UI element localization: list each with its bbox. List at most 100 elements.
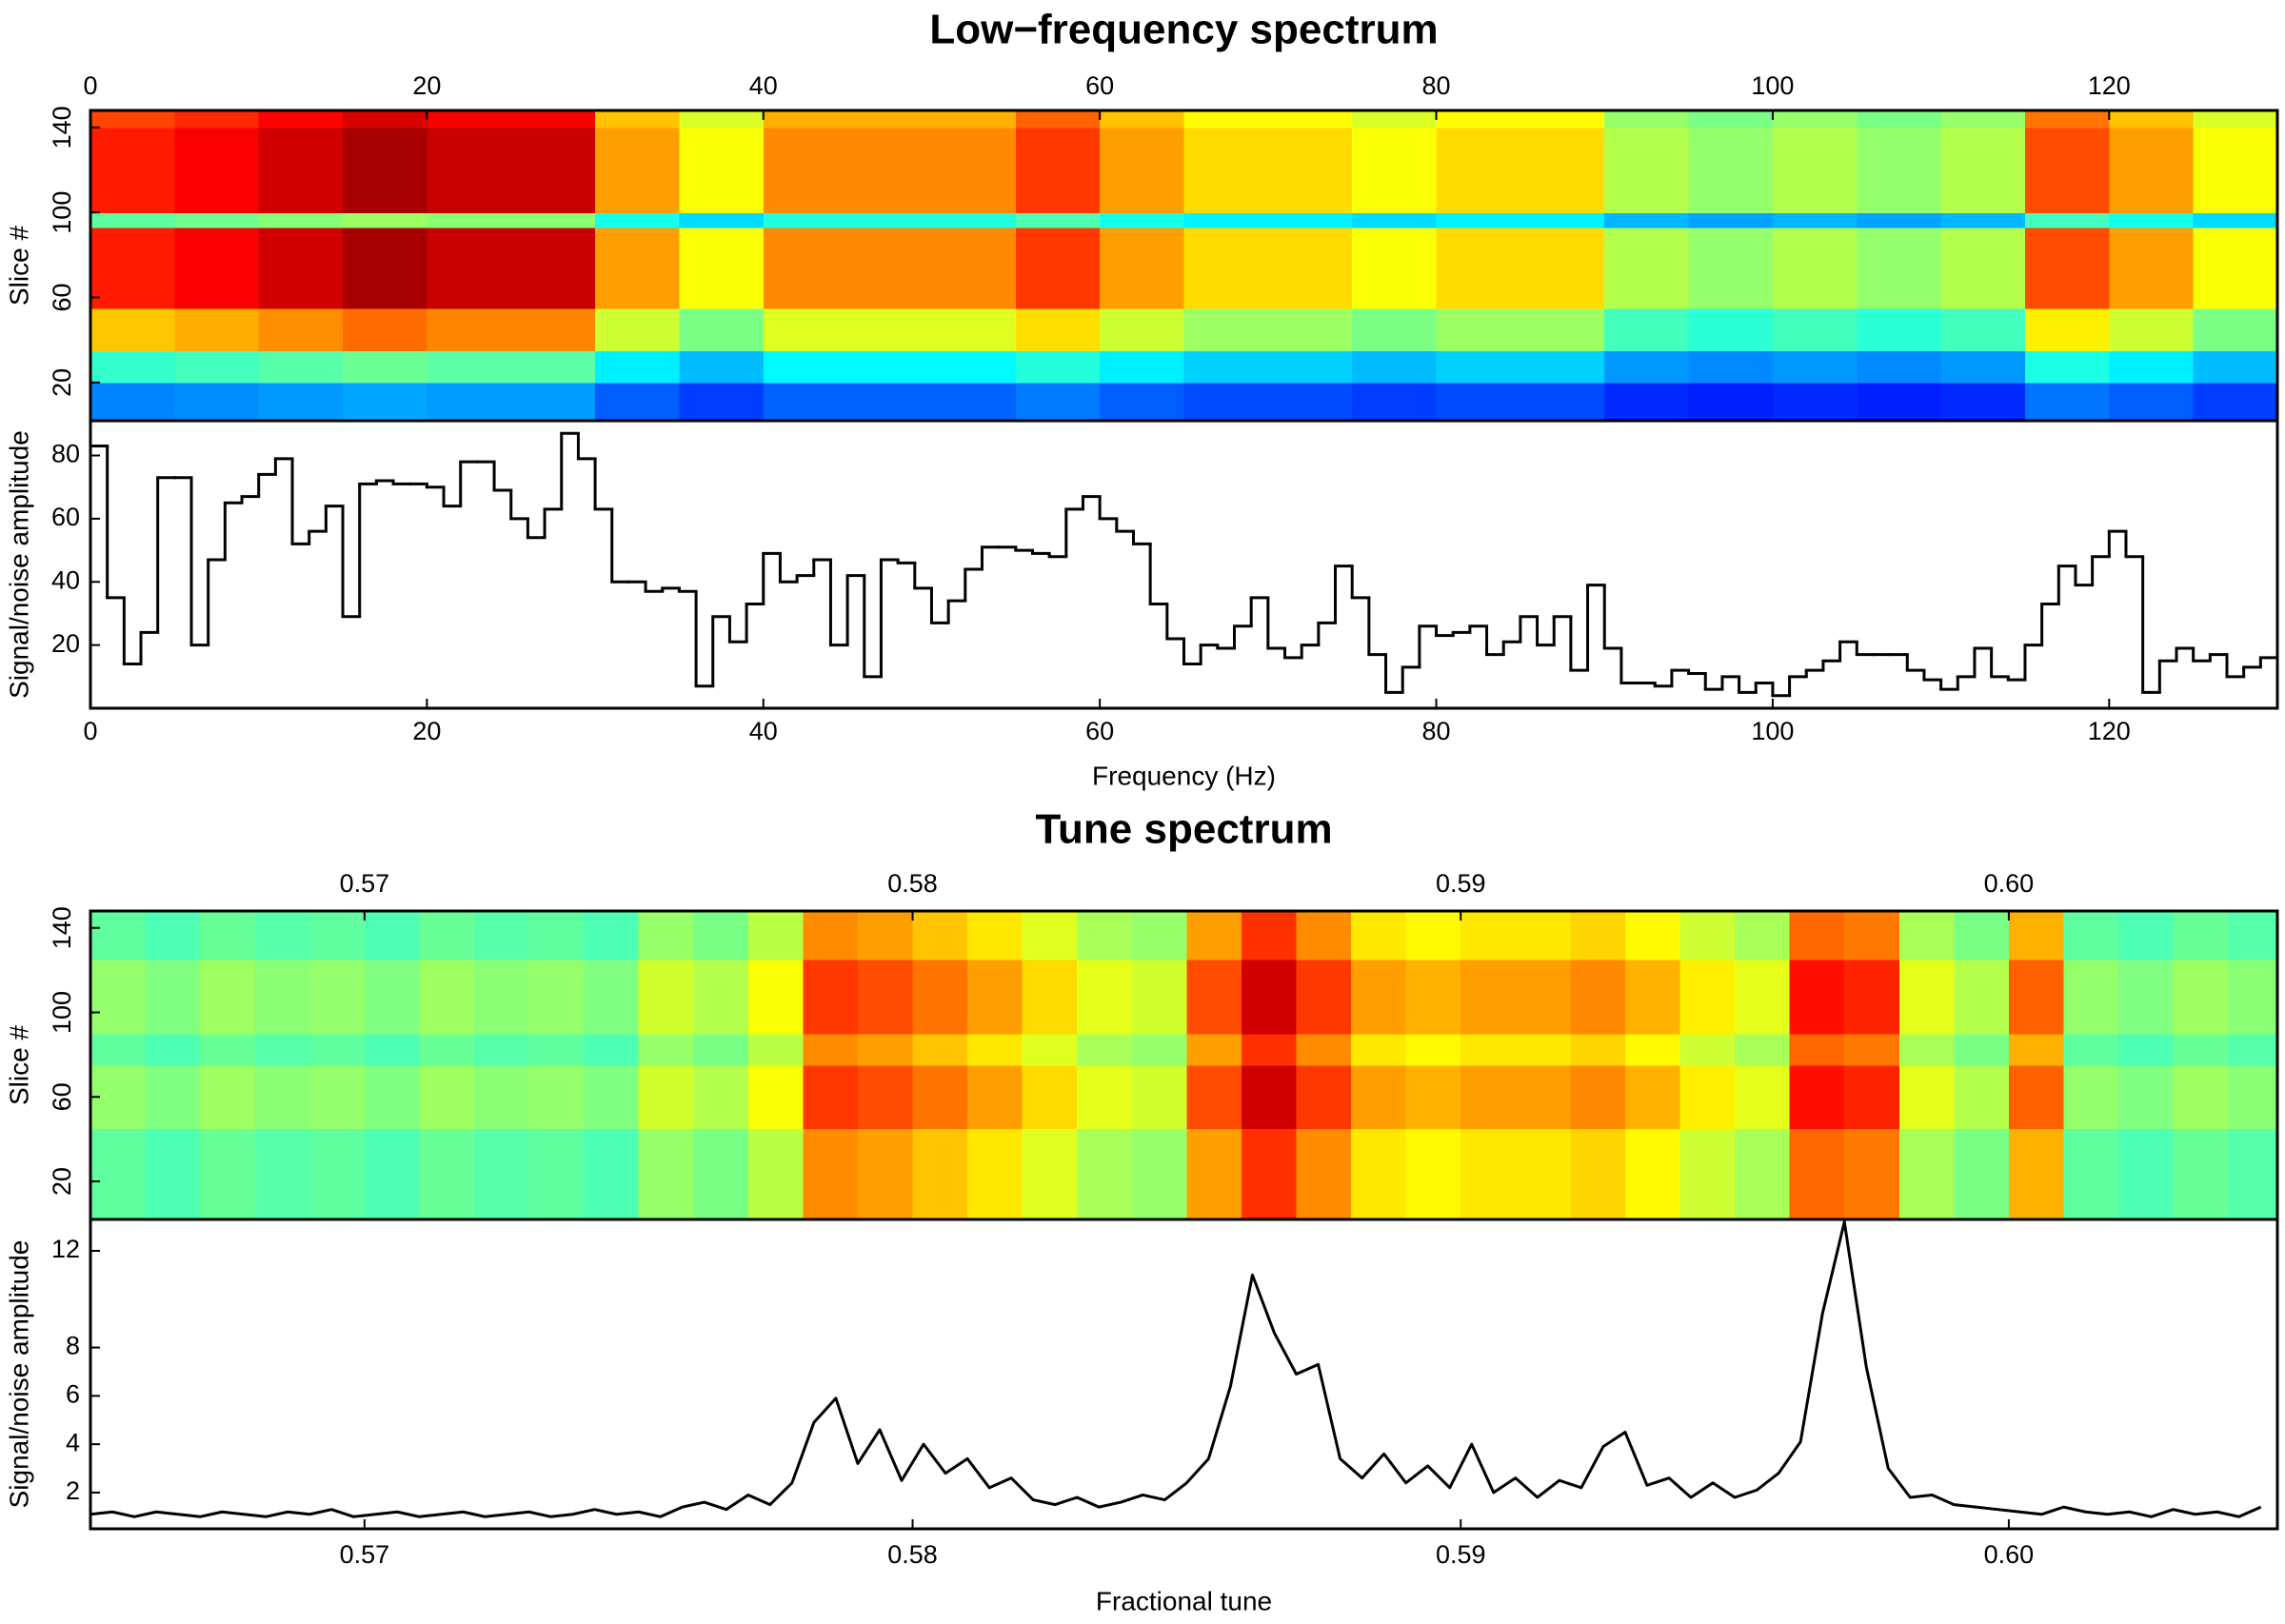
heatmap-cell: [2109, 110, 2195, 129]
heatmap-cell: [1186, 1033, 1242, 1066]
y-tick-label: 20: [48, 368, 76, 397]
heatmap-cell: [1267, 382, 1353, 421]
heatmap-cell: [427, 350, 512, 384]
heatmap-cell: [343, 212, 427, 228]
heatmap-cell: [90, 1033, 147, 1066]
heatmap-cell: [1100, 127, 1185, 213]
heatmap-cell: [1022, 960, 1078, 1035]
heatmap-cell: [473, 911, 530, 961]
x-tick-label: 100: [1751, 71, 1794, 100]
x-tick-label: 0.59: [1436, 869, 1486, 898]
heatmap-cell: [2193, 382, 2277, 421]
heatmap-cell: [2118, 1128, 2175, 1219]
heatmap-cell: [931, 350, 1017, 384]
heatmap-cell: [1405, 911, 1461, 961]
heatmap-cell: [1267, 227, 1353, 309]
heatmap-cell: [1131, 960, 1187, 1035]
heatmap-cell: [2193, 212, 2277, 228]
heatmap-cell: [1352, 227, 1438, 309]
heatmap-cell: [1015, 382, 1101, 421]
heatmap-cell: [1679, 1128, 1736, 1219]
heatmap-cell: [803, 1033, 859, 1066]
heatmap-cell: [2118, 1033, 2175, 1066]
heatmap-cell: [200, 1065, 256, 1130]
heatmap-cell: [2173, 1065, 2229, 1130]
heatmap-cell: [1296, 960, 1352, 1035]
heatmap-cell: [90, 960, 147, 1035]
heatmap-cell: [1772, 350, 1858, 384]
x-axis-label: Fractional tune: [1096, 1586, 1272, 1615]
heatmap-cell: [679, 382, 765, 421]
heatmap-cell: [1954, 960, 2010, 1035]
heatmap-cell: [1679, 1065, 1736, 1130]
heatmap-cell: [309, 911, 366, 961]
heatmap-cell: [145, 960, 201, 1035]
heatmap-cell: [528, 960, 585, 1035]
heatmap-cell: [679, 227, 765, 309]
x-tick-label: 80: [1422, 71, 1451, 100]
heatmap-cell: [1954, 1033, 2010, 1066]
heatmap-cell: [803, 1128, 859, 1219]
heatmap-cell: [510, 307, 596, 351]
heatmap-cell: [847, 307, 933, 351]
x-tick-label: 40: [749, 71, 778, 100]
heatmap-cell: [1604, 307, 1690, 351]
heatmap-cell: [2008, 960, 2065, 1035]
heatmap-cell: [1352, 212, 1438, 228]
heatmap-cell: [1570, 1033, 1626, 1066]
heatmap-cell: [528, 1033, 585, 1066]
heatmap-cell: [258, 307, 344, 351]
heatmap-cell: [1352, 382, 1438, 421]
heatmap-cell: [763, 350, 848, 384]
heatmap-cell: [584, 911, 640, 961]
heatmap-cell: [200, 960, 256, 1035]
heatmap-cell: [1100, 350, 1185, 384]
heatmap-cell: [2109, 382, 2195, 421]
heatmap-cell: [427, 110, 512, 129]
heatmap-cell: [1735, 1033, 1791, 1066]
x-tick-label: 20: [412, 71, 441, 100]
heatmap-cell: [679, 127, 765, 213]
heatmap-cell: [2008, 1128, 2065, 1219]
heatmap-cell: [343, 307, 427, 351]
heatmap-cell: [1436, 212, 1521, 228]
heatmap-cell: [473, 1128, 530, 1219]
heatmap-cell: [343, 382, 427, 421]
heatmap-cell: [1296, 1033, 1352, 1066]
heatmap-cell: [90, 911, 147, 961]
heatmap-cell: [747, 1128, 804, 1219]
heatmap-cell: [1436, 350, 1521, 384]
y-tick-label: 12: [51, 1235, 80, 1263]
heatmap-cell: [1186, 911, 1242, 961]
heatmap-cell: [1570, 1065, 1626, 1130]
heatmap-cell: [1296, 1128, 1352, 1219]
heatmap-cell: [2118, 911, 2175, 961]
heatmap-cell: [1077, 1065, 1133, 1130]
chart-title: Tune spectrum: [1035, 806, 1332, 853]
y-tick-label: 80: [51, 440, 80, 468]
heatmap-cell: [364, 1033, 421, 1066]
heatmap-cell: [473, 960, 530, 1035]
heatmap-cell: [528, 1065, 585, 1130]
heatmap-cell: [1131, 1033, 1187, 1066]
heatmap-cell: [2173, 1033, 2229, 1066]
heatmap-cell: [364, 1128, 421, 1219]
heatmap-cell: [1954, 911, 2010, 961]
x-tick-label: 0.59: [1436, 1540, 1486, 1569]
heatmap-cell: [2193, 350, 2277, 384]
heatmap-cell: [1241, 1128, 1298, 1219]
heatmap-cell: [1940, 212, 2026, 228]
heatmap-cell: [912, 1065, 968, 1130]
heatmap-cell: [174, 307, 260, 351]
heatmap-cell: [1460, 911, 1517, 961]
heatmap-cell: [2228, 1065, 2277, 1130]
heatmap-cell: [1604, 110, 1690, 129]
heatmap-cell: [2193, 227, 2277, 309]
heatmap-cell: [364, 960, 421, 1035]
heatmap-cell: [931, 212, 1017, 228]
heatmap-cell: [2024, 350, 2110, 384]
heatmap-cell: [145, 911, 201, 961]
heatmap-cell: [638, 911, 694, 961]
heatmap-cell: [1022, 1033, 1078, 1066]
heatmap-cell: [1898, 960, 1955, 1035]
